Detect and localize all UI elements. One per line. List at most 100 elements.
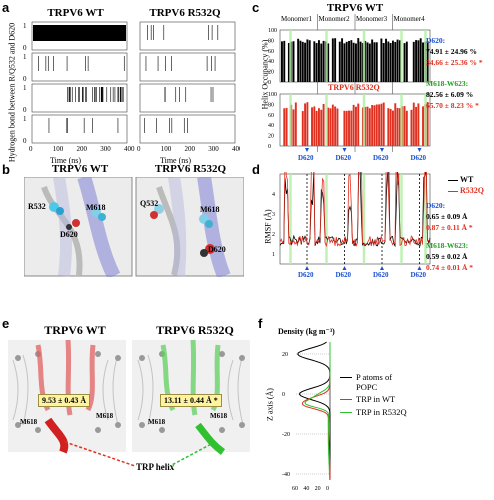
panel-e-wt-m618-left: M618 bbox=[20, 418, 38, 426]
occupancy-bar bbox=[315, 43, 318, 82]
ytick-label: 3 bbox=[272, 212, 275, 218]
occupancy-bar bbox=[415, 106, 418, 146]
legend-swatch-p bbox=[340, 377, 352, 378]
occupancy-bar bbox=[359, 41, 362, 82]
occupancy-bar bbox=[322, 103, 325, 146]
ytick-0: 0 bbox=[23, 137, 27, 145]
panel-b-structures bbox=[24, 177, 244, 277]
legend-swatch-mut bbox=[340, 411, 352, 413]
panel-a-xlabel-mut: Time (ns) bbox=[160, 156, 192, 165]
occupancy-bar bbox=[315, 110, 318, 146]
ytick-label: -20 bbox=[282, 432, 290, 438]
panel-a-label: a bbox=[2, 0, 10, 15]
ytick-1: 1 bbox=[23, 115, 27, 123]
panel-e-arrows bbox=[64, 441, 216, 467]
panel-d-stat-m618-mut: 0.74 ± 0.01 Å * bbox=[426, 263, 474, 272]
ytick-1: 1 bbox=[23, 84, 27, 92]
xtick-label: 60 bbox=[292, 486, 298, 492]
occupancy-bar bbox=[352, 104, 355, 146]
occupancy-bar bbox=[320, 43, 323, 82]
ytick-label: 80 bbox=[268, 38, 274, 44]
panel-b-mut-label-d620: D620 bbox=[208, 245, 226, 254]
panel-c-stats: D620: 74.91 ± 24.96 % 34.66 ± 25.36 % * … bbox=[426, 35, 494, 111]
panel-d-plot: 1 2 3 4 D620 D620 D620 D620 bbox=[272, 172, 431, 279]
occupancy-bar bbox=[380, 38, 383, 82]
panel-d-stat-d620-wt: 0.65 ± 0.09 Å bbox=[426, 212, 468, 221]
occupancy-bar bbox=[419, 38, 422, 82]
hbond-frame bbox=[139, 21, 236, 51]
occupancy-bar bbox=[385, 38, 387, 82]
occupancy-bar bbox=[396, 107, 399, 146]
xtick-label: 100 bbox=[161, 145, 172, 153]
occupancy-bar bbox=[348, 110, 350, 146]
occupancy-bar bbox=[350, 110, 353, 146]
hbond-frame bbox=[31, 52, 128, 82]
panel-a-xlabel-wt: Time (ns) bbox=[50, 156, 82, 165]
xtick-label: 0 bbox=[326, 486, 329, 492]
occupancy-bar bbox=[368, 108, 371, 146]
occupancy-bar bbox=[306, 102, 309, 146]
d620-arrow bbox=[305, 266, 309, 270]
panel-c-stat-d620-wt: 74.91 ± 24.96 % bbox=[426, 47, 477, 56]
occupancy-bar bbox=[343, 43, 346, 82]
panel-e-mut-m618-right: M618 bbox=[210, 412, 228, 420]
occupancy-bar bbox=[318, 40, 320, 82]
occupancy-bar bbox=[398, 108, 401, 146]
panel-b-wt-label-d620: D620 bbox=[60, 230, 78, 239]
occupancy-bar bbox=[392, 110, 394, 146]
monomer-label: Monomer4 bbox=[394, 15, 426, 23]
ytick-label: 0 bbox=[282, 392, 285, 398]
occupancy-bar bbox=[355, 106, 357, 146]
occupancy-bar bbox=[405, 41, 408, 82]
xtick-label: 300 bbox=[100, 145, 111, 153]
panel-f-plot: 20 0 -20 -40 60 40 20 0 bbox=[282, 341, 331, 492]
panel-c-stat-d620-mut: 34.66 ± 25.36 % * bbox=[426, 58, 483, 67]
occupancy-bar bbox=[382, 102, 385, 146]
panel-f-legend-wt: TRP in WT bbox=[356, 394, 396, 404]
occupancy-bar bbox=[405, 110, 408, 146]
occupancy-bar bbox=[426, 102, 429, 146]
d620-tick-label: D620 bbox=[411, 271, 427, 279]
d620-arrow bbox=[417, 148, 422, 152]
panel-b-mut-label-q532: Q532 bbox=[140, 199, 159, 208]
panel-c-label: c bbox=[252, 0, 260, 15]
d620-tick-label: D620 bbox=[298, 154, 314, 162]
hbond-frame bbox=[31, 114, 128, 144]
occupancy-bar bbox=[304, 103, 307, 146]
ytick-label: 2 bbox=[272, 232, 275, 238]
xtick-label: 0 bbox=[137, 145, 141, 153]
d620-arrow bbox=[417, 266, 422, 270]
d620-arrow bbox=[305, 148, 309, 152]
d620-arrow bbox=[380, 148, 384, 152]
occupancy-bar bbox=[331, 38, 334, 82]
occupancy-bar bbox=[389, 43, 392, 82]
panel-c-stat-d620-label: D620: bbox=[426, 36, 446, 45]
d620-arrow bbox=[342, 148, 347, 152]
ytick-0: 0 bbox=[23, 106, 27, 114]
density-trp-mut bbox=[304, 342, 331, 480]
occupancy-bar bbox=[343, 110, 346, 146]
occupancy-bar bbox=[378, 104, 381, 146]
occupancy-bar bbox=[368, 43, 371, 82]
occupancy-bar bbox=[341, 38, 344, 82]
occupancy-bar bbox=[304, 42, 307, 82]
panel-d-legend-wt: WT bbox=[460, 175, 474, 184]
occupancy-bar bbox=[285, 107, 288, 146]
xtick-label: 40 bbox=[303, 486, 309, 492]
occupancy-bar bbox=[371, 39, 374, 82]
rmsf-wt-line bbox=[279, 172, 431, 248]
occupancy-bar bbox=[299, 40, 302, 82]
monomer-label: Monomer2 bbox=[319, 15, 351, 23]
occupancy-bar bbox=[308, 40, 311, 82]
ytick-label: 20 bbox=[268, 134, 274, 140]
occupancy-bar bbox=[403, 106, 406, 146]
ytick-label: 40 bbox=[268, 59, 274, 65]
legend-swatch-wt bbox=[340, 398, 352, 400]
occupancy-bar bbox=[410, 109, 413, 146]
panel-d-stat-m618-wt: 0.59 ± 0.02 Å bbox=[426, 252, 468, 261]
occupancy-bar bbox=[338, 41, 341, 82]
hbond-block bbox=[33, 25, 126, 41]
occupancy-bar bbox=[350, 40, 353, 82]
occupancy-bar bbox=[371, 105, 374, 146]
